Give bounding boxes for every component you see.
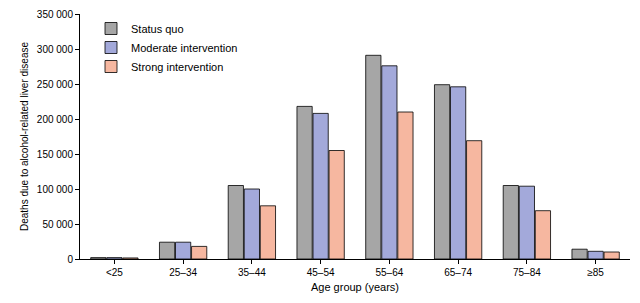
svg-text:150 000: 150 000 (37, 149, 74, 160)
svg-text:75–84: 75–84 (513, 267, 541, 278)
svg-text:Strong intervention: Strong intervention (131, 61, 223, 73)
svg-text:Moderate intervention: Moderate intervention (131, 42, 237, 54)
svg-text:55–64: 55–64 (375, 267, 403, 278)
svg-text:100 000: 100 000 (37, 184, 74, 195)
svg-text:250 000: 250 000 (37, 79, 74, 90)
svg-text:Age group (years): Age group (years) (311, 281, 399, 293)
svg-text:350 000: 350 000 (37, 9, 74, 20)
svg-text:50 000: 50 000 (42, 219, 73, 230)
svg-text:Deaths due to alcohol-related: Deaths due to alcohol-related liver dise… (19, 42, 30, 231)
svg-text:200 000: 200 000 (37, 114, 74, 125)
svg-text:0: 0 (67, 254, 73, 265)
svg-text:25–34: 25–34 (169, 267, 197, 278)
svg-text:Status quo: Status quo (131, 23, 184, 35)
svg-text:300 000: 300 000 (37, 44, 74, 55)
svg-text:35–44: 35–44 (238, 267, 266, 278)
svg-text:<25: <25 (106, 267, 123, 278)
svg-text:45–54: 45–54 (307, 267, 335, 278)
svg-text:≥85: ≥85 (587, 267, 604, 278)
svg-text:65–74: 65–74 (444, 267, 472, 278)
